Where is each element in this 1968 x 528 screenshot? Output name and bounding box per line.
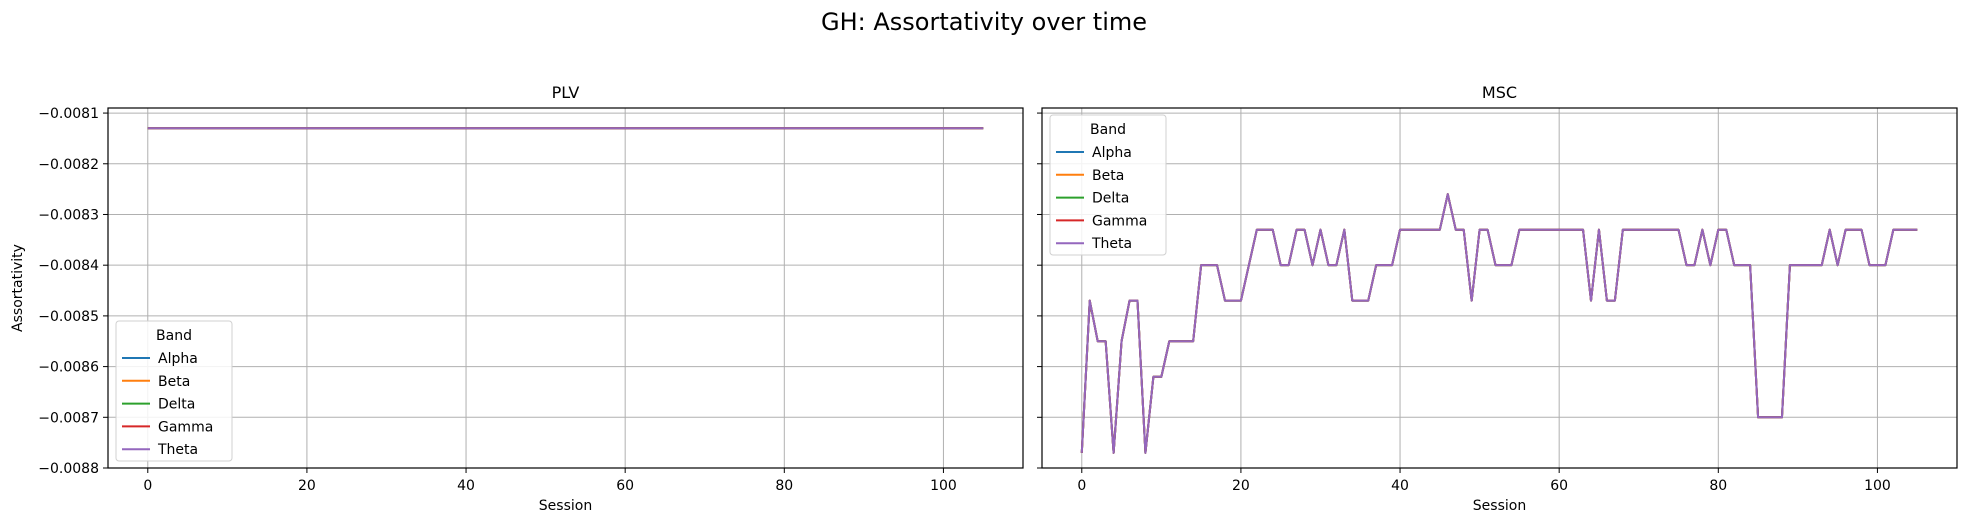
series-line-delta <box>1080 193 1918 454</box>
legend-label-alpha: Alpha <box>1092 145 1132 161</box>
legend-label-gamma: Gamma <box>1092 213 1147 229</box>
y-tick-label: −0.0083 <box>38 207 99 223</box>
x-tick-label: 60 <box>1550 478 1568 494</box>
x-axis-label: Session <box>539 498 592 514</box>
x-tick-label: 60 <box>616 478 634 494</box>
x-tick-label: 40 <box>1391 478 1409 494</box>
x-tick-label: 80 <box>1709 478 1727 494</box>
legend: Band Alpha Beta Delta Gamma Theta <box>115 320 233 462</box>
x-tick-label: 20 <box>1232 478 1250 494</box>
y-tick-label: −0.0082 <box>38 157 99 173</box>
legend-label-delta: Delta <box>158 397 195 413</box>
x-tick-label: 100 <box>930 478 957 494</box>
legend-title: Band <box>1090 122 1126 138</box>
figure-title: GH: Assortativity over time <box>821 8 1147 36</box>
y-tick-label: −0.0088 <box>38 461 99 477</box>
legend-label-alpha: Alpha <box>158 351 198 367</box>
legend-label-beta: Beta <box>1092 168 1124 184</box>
x-tick-label: 0 <box>1077 478 1086 494</box>
legend-label-delta: Delta <box>1092 191 1129 207</box>
x-tick-label: 20 <box>298 478 316 494</box>
y-tick-label: −0.0085 <box>38 309 99 325</box>
legend-title: Band <box>156 328 192 344</box>
y-tick-label: −0.0087 <box>38 410 99 426</box>
legend-label-gamma: Gamma <box>158 419 213 435</box>
y-tick-label: −0.0084 <box>38 258 99 274</box>
series-line-alpha <box>1080 193 1918 454</box>
y-tick-label: −0.0081 <box>38 106 99 122</box>
legend-label-theta: Theta <box>157 442 198 458</box>
legend-label-beta: Beta <box>158 374 190 390</box>
y-tick-label: −0.0086 <box>38 360 99 376</box>
x-tick-label: 0 <box>143 478 152 494</box>
series-line-theta <box>1080 193 1918 454</box>
panel-title: MSC <box>1482 83 1517 102</box>
x-tick-label: 40 <box>457 478 475 494</box>
y-axis-label: Assortativity <box>10 244 26 332</box>
axes-frame <box>1041 107 1958 469</box>
x-axis-label: Session <box>1473 498 1526 514</box>
legend-label-theta: Theta <box>1091 236 1132 252</box>
x-tick-label: 100 <box>1864 478 1891 494</box>
series-line-gamma <box>1080 193 1918 454</box>
series-line-beta <box>1080 193 1918 454</box>
panel-title: PLV <box>552 83 580 102</box>
x-tick-label: 80 <box>775 478 793 494</box>
chart-panel-plv: 0 20 40 60 80 100 −0.0081 −0.0082 −0.0083 −0.0084… <box>10 83 1024 514</box>
chart-panel-msc: 0 20 40 60 80 100 MSC Session Band Alpha Beta Delta… <box>1037 83 1958 514</box>
legend: Band Alpha Beta Delta Gamma Theta <box>1049 114 1167 256</box>
axes-frame <box>107 107 1024 469</box>
